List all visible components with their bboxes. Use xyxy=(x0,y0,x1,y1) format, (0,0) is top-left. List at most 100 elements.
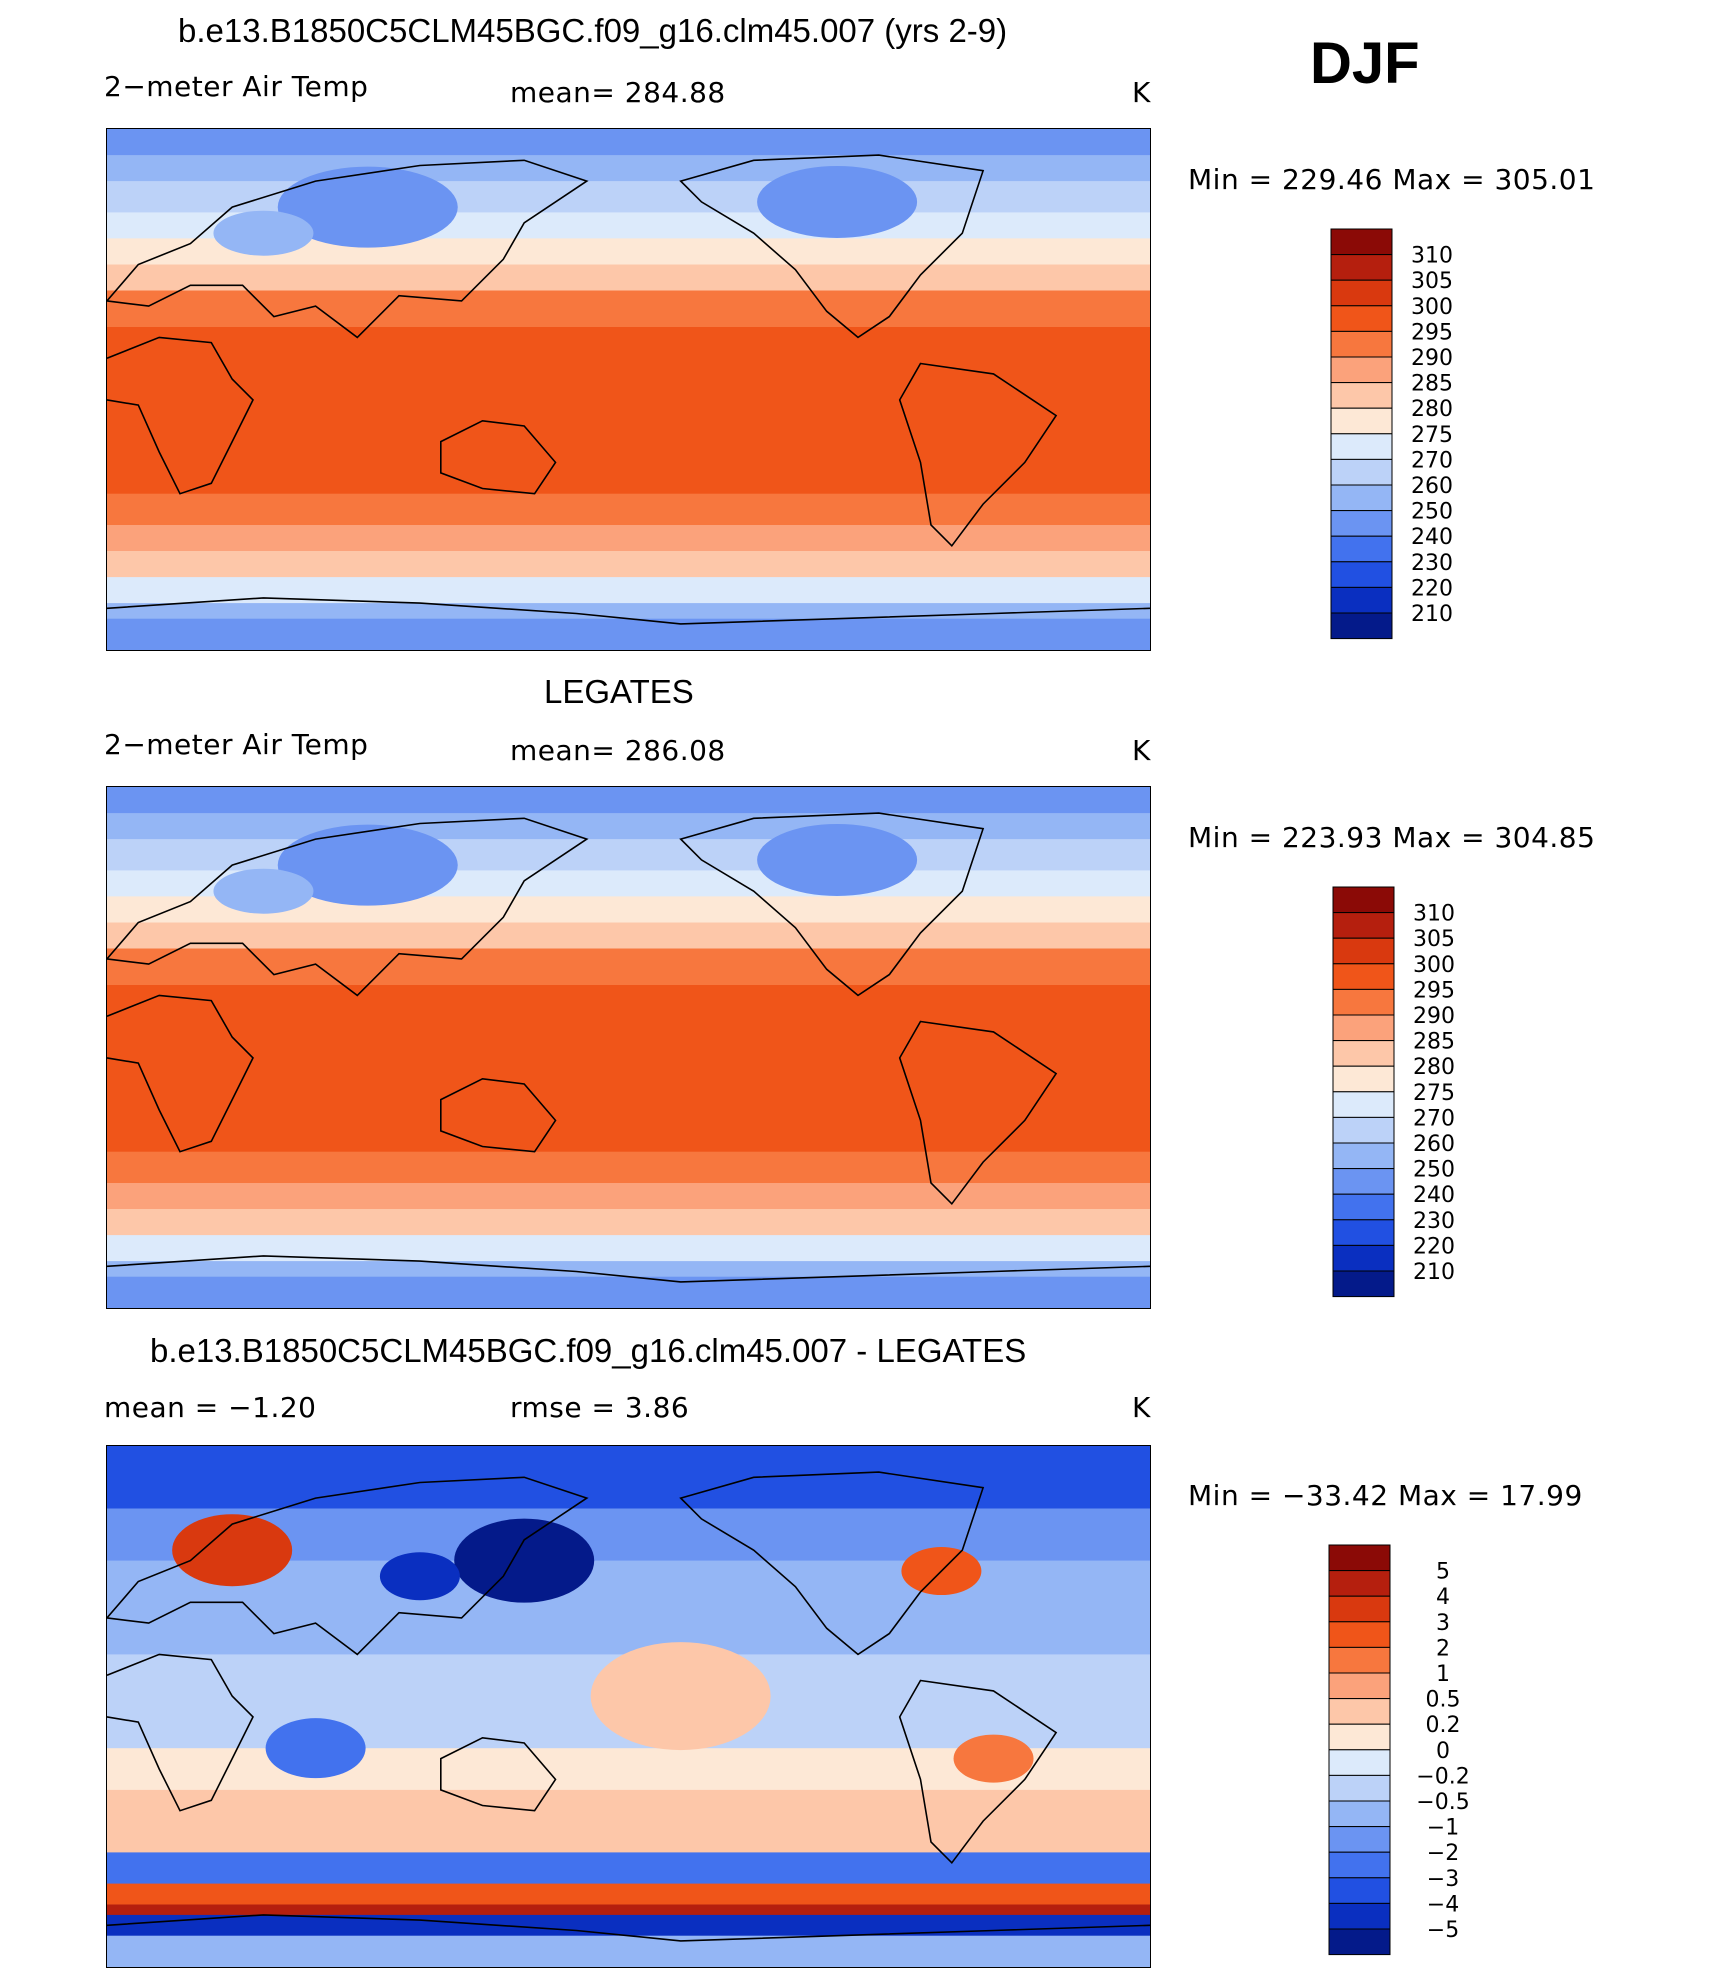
colorbar-tick-label: 220 xyxy=(1411,576,1453,601)
colorbar-tick-label: 0.2 xyxy=(1426,1713,1461,1738)
field-band xyxy=(107,985,1150,1153)
field-band xyxy=(107,525,1150,552)
panel-2-colorbar: 310 305 300 295 290 285 280 275 270 260 250 240 230 2… xyxy=(1332,886,1522,1300)
cold-region xyxy=(213,868,314,914)
colorbar-box xyxy=(1330,612,1393,640)
colorbar-tick-label: 275 xyxy=(1411,423,1453,448)
colorbar-box xyxy=(1328,1902,1391,1930)
colorbar-box xyxy=(1332,988,1395,1016)
colorbar-box xyxy=(1330,458,1393,486)
colorbar-box xyxy=(1330,228,1393,256)
field-band xyxy=(107,129,1150,156)
colorbar-tick-label: 210 xyxy=(1411,602,1453,627)
coastline xyxy=(107,159,589,339)
field-band xyxy=(107,1276,1150,1308)
colorbar-tick-label: 230 xyxy=(1413,1209,1455,1234)
colorbar-box xyxy=(1330,382,1393,409)
cold-region xyxy=(213,210,314,256)
field-band xyxy=(107,577,1150,604)
panel-3-rmse-label: rmse = 3.86 xyxy=(510,1391,690,1424)
colorbar-svg: 3103053002952902852802752702602502402302… xyxy=(1330,228,1453,640)
colorbar-tick-label: −2 xyxy=(1427,1841,1459,1866)
coastline xyxy=(107,1653,254,1812)
coastline xyxy=(107,1914,1150,1942)
colorbar-tick-label: 0 xyxy=(1436,1739,1450,1764)
field-band xyxy=(107,1914,1150,1937)
map-svg xyxy=(107,129,1150,650)
field-band xyxy=(107,787,1150,814)
field-band xyxy=(107,155,1150,182)
colorbar-box xyxy=(1328,1928,1391,1956)
field-band xyxy=(107,1904,1150,1916)
colorbar-tick-label: 290 xyxy=(1411,346,1453,371)
colorbar-box xyxy=(1332,963,1395,990)
colorbar-box xyxy=(1330,561,1393,588)
colorbar-tick-label: 0.5 xyxy=(1426,1688,1461,1713)
colorbar-tick-label: 305 xyxy=(1411,269,1453,294)
panel-3-colorbar: 5 4 3 2 1 0.5 0.2 0 −0.2 −0.5 −1 −2 −3 −4 −5 xyxy=(1328,1544,1518,1958)
panel-1-map xyxy=(106,128,1151,651)
colorbar-tick-label: 5 xyxy=(1436,1560,1450,1585)
field-band xyxy=(107,948,1150,986)
field-band xyxy=(107,1883,1150,1905)
panel-2-mean-label: mean= 286.08 xyxy=(510,734,726,767)
field-band xyxy=(107,618,1150,650)
colorbar-box xyxy=(1328,1723,1391,1751)
map-svg xyxy=(107,1446,1150,1967)
colorbar-tick-label: 220 xyxy=(1413,1234,1455,1259)
coastline xyxy=(107,336,254,495)
panel-2-minmax-label: Min = 223.93 Max = 304.85 xyxy=(1188,821,1596,854)
cold-region xyxy=(277,166,458,248)
coastline xyxy=(679,154,985,339)
field-band xyxy=(107,493,1150,526)
colorbar-box xyxy=(1332,1219,1395,1246)
colorbar-box xyxy=(1330,330,1393,358)
colorbar-box xyxy=(1330,586,1393,614)
coastline xyxy=(107,1255,1150,1283)
field-band xyxy=(107,551,1150,578)
colorbar-svg: 3103053002952902852802752702602502402302… xyxy=(1332,886,1455,1298)
anomaly-blob xyxy=(590,1642,771,1751)
field-band xyxy=(107,922,1150,949)
panel-3-minmax-label: Min = −33.42 Max = 17.99 xyxy=(1188,1479,1583,1512)
coastline xyxy=(107,994,254,1153)
colorbar-box xyxy=(1330,535,1393,563)
colorbar-box xyxy=(1330,484,1393,512)
colorbar-box xyxy=(1330,279,1393,307)
field-band xyxy=(107,1852,1150,1885)
panel-1-minmax-label: Min = 229.46 Max = 305.01 xyxy=(1188,163,1596,196)
colorbar-box xyxy=(1332,912,1395,939)
colorbar-box xyxy=(1328,1570,1391,1597)
colorbar-box xyxy=(1332,1193,1395,1221)
colorbar-box xyxy=(1332,1014,1395,1042)
coastline xyxy=(107,1476,589,1656)
anomaly-blob xyxy=(172,1514,293,1587)
colorbar-box xyxy=(1332,1142,1395,1170)
colorbar-tick-label: −0.2 xyxy=(1416,1764,1469,1789)
colorbar-tick-label: −5 xyxy=(1427,1918,1459,1943)
colorbar-tick-label: 280 xyxy=(1411,397,1453,422)
season-label: DJF xyxy=(1310,31,1420,96)
anomaly-blob xyxy=(265,1718,366,1779)
coastline xyxy=(107,597,1150,625)
panel-3-map xyxy=(106,1445,1151,1968)
colorbar-tick-label: 285 xyxy=(1413,1030,1455,1055)
colorbar-tick-label: 300 xyxy=(1411,295,1453,320)
cold-region xyxy=(277,824,458,906)
colorbar-box xyxy=(1332,1116,1395,1144)
colorbar-box xyxy=(1332,937,1395,965)
coastline xyxy=(107,817,589,997)
colorbar-tick-label: 310 xyxy=(1413,902,1455,927)
field-band xyxy=(107,813,1150,840)
panel-2-map xyxy=(106,786,1151,1309)
field-band xyxy=(107,327,1150,495)
colorbar-box xyxy=(1328,1749,1391,1776)
panel-1-variable-label: 2−meter Air Temp xyxy=(104,70,369,103)
colorbar-tick-label: −1 xyxy=(1427,1816,1459,1841)
field-band xyxy=(107,264,1150,291)
colorbar-box xyxy=(1328,1851,1391,1879)
colorbar-box xyxy=(1330,305,1393,332)
colorbar-tick-label: 260 xyxy=(1411,474,1453,499)
panel-3-units-label: K xyxy=(1132,1391,1151,1424)
colorbar-box xyxy=(1328,1595,1391,1623)
